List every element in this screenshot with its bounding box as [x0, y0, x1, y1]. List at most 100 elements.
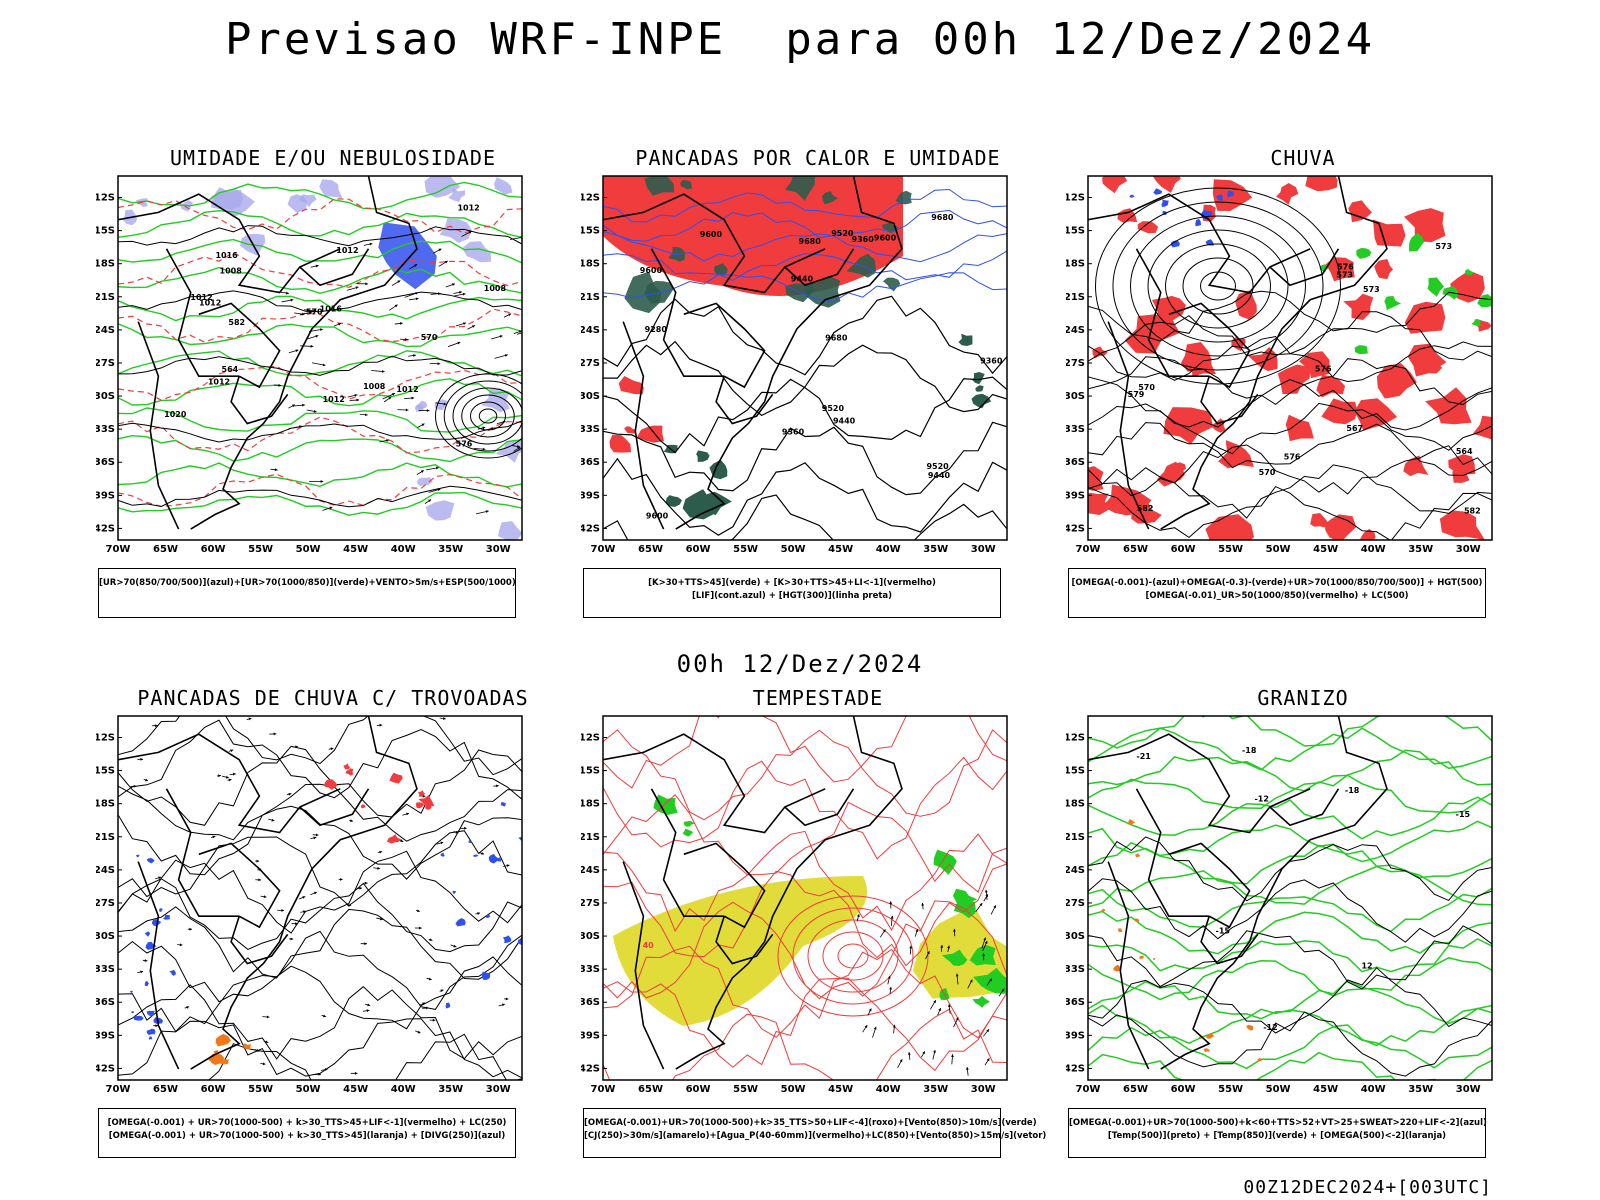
wind-vector [475, 912, 481, 915]
wind-vector [303, 309, 317, 313]
legend-line-2: [Temp(500)](preto) + [Temp(850)](verde) … [1107, 1131, 1447, 1141]
shaded-area [345, 768, 354, 776]
wind-vector [473, 447, 486, 451]
shaded-area [159, 908, 163, 912]
wind-vector [436, 841, 444, 845]
contour-line [118, 209, 522, 239]
vector-head [281, 908, 285, 912]
shaded-area [287, 194, 308, 214]
wind-vector [404, 396, 415, 400]
vector-head [459, 290, 462, 294]
lat-tick-label: 15S [581, 766, 600, 777]
wind-vector [981, 937, 987, 949]
shaded-area [163, 914, 171, 920]
vector-head [426, 1006, 429, 1010]
wind-vector [310, 264, 319, 268]
vector-head [443, 402, 447, 406]
shaded-area [416, 400, 428, 410]
lat-tick-label: 15S [96, 766, 115, 777]
coastline [190, 176, 418, 530]
shaded-area [500, 801, 506, 807]
wind-vector [872, 1026, 877, 1038]
wind-vector [889, 901, 893, 909]
wind-vector [477, 426, 486, 430]
panel-title: PANCADAS POR CALOR E UMIDADE [635, 146, 1001, 170]
vector-head [953, 928, 956, 932]
country-border [715, 915, 774, 965]
wind-vector [513, 446, 521, 452]
contour-label: 582 [228, 318, 245, 327]
coastline [675, 716, 903, 1070]
lat-tick-label: 27S [96, 898, 115, 909]
contour-line [777, 895, 929, 1017]
wind-vector [520, 797, 522, 799]
shaded-area [144, 931, 150, 937]
vector-head [482, 447, 486, 451]
shaded-area [1100, 908, 1106, 913]
country-border [1107, 861, 1150, 1070]
contour-line [1088, 422, 1492, 477]
wind-vector [211, 835, 216, 839]
forecast-map: 5825825795765735765735705675645765735701… [1066, 175, 1493, 555]
contour-line [1130, 215, 1306, 357]
shaded-area [696, 450, 710, 462]
wind-vector [953, 1017, 959, 1028]
contour-line [118, 355, 522, 376]
wind-vector [363, 1009, 370, 1013]
shaded-area [1135, 853, 1140, 858]
vector-head [288, 792, 292, 796]
map-frame [602, 175, 1008, 541]
wind-vector [428, 488, 441, 493]
wind-vector [408, 354, 416, 357]
lat-tick-label: 30S [1066, 931, 1085, 942]
map-layer [1088, 716, 1492, 1080]
lat-tick-label: 39S [581, 490, 600, 501]
vector-head [299, 425, 302, 429]
contour-label: 1012 [208, 378, 230, 387]
wind-vector [221, 775, 229, 779]
country-border [299, 788, 370, 827]
wind-vector [377, 850, 383, 854]
legend-line-2: [LIF](cont.azul) + [HGT(300)](linha pret… [691, 591, 893, 601]
contour-line [603, 793, 1007, 893]
vector-head [354, 1071, 358, 1075]
lat-tick-label: 27S [1066, 898, 1085, 909]
vector-head [938, 1007, 941, 1011]
shaded-area [131, 1010, 134, 1014]
shaded-area [1384, 295, 1402, 311]
lon-tick-label: 30W [1456, 544, 1481, 555]
vector-head [502, 420, 506, 424]
vector-head [485, 510, 489, 513]
contour-line [1088, 910, 1492, 955]
lon-tick-label: 40W [391, 1084, 416, 1095]
wind-vector [494, 354, 508, 359]
vector-head [315, 334, 319, 338]
wind-vector [142, 959, 148, 962]
wind-vector [187, 927, 193, 931]
shaded-area [1088, 492, 1109, 515]
vector-head [889, 986, 893, 990]
lat-tick-label: 18S [96, 259, 115, 270]
contour-line [603, 729, 1007, 821]
country-border [1135, 248, 1210, 377]
shaded-area [1206, 1033, 1215, 1039]
vector-head [338, 322, 342, 326]
wind-vector [137, 757, 144, 761]
wind-vector [498, 1003, 505, 1007]
shaded-area [518, 837, 522, 842]
vector-head [508, 313, 512, 317]
contour-line [118, 783, 522, 842]
wind-vector [982, 940, 988, 952]
wind-vector [419, 1002, 426, 1006]
wind-vector [376, 917, 383, 921]
wind-vector [394, 322, 403, 325]
shaded-area [473, 854, 479, 857]
contour-line [118, 1018, 522, 1079]
shaded-area [495, 439, 522, 463]
wind-vector [383, 396, 392, 403]
vector-head [212, 835, 216, 839]
shaded-area [1439, 510, 1485, 540]
vector-head [444, 260, 448, 264]
vector-head [985, 894, 988, 898]
wind-vector [363, 881, 368, 885]
